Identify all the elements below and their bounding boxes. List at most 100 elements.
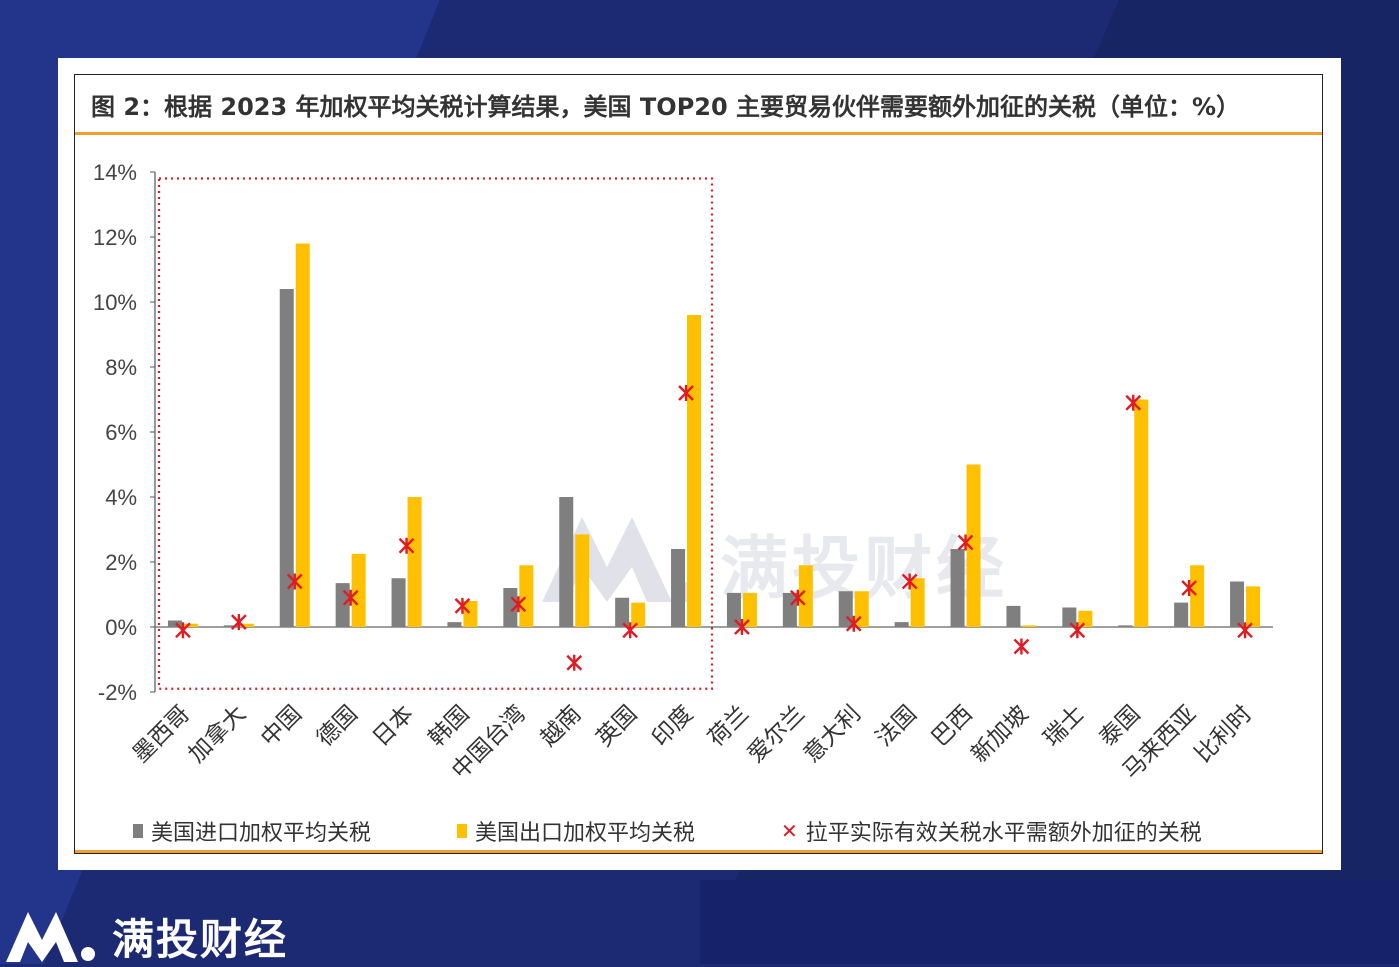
bar-export (742, 592, 757, 627)
x-tick-label: 英国 (591, 701, 642, 752)
y-tick-label: 10% (93, 290, 137, 315)
y-tick-label: 12% (93, 225, 137, 250)
bar-export (910, 578, 925, 627)
x-tick-label: 泰国 (1095, 701, 1146, 752)
bar-export (239, 623, 254, 627)
bar-export (463, 601, 478, 627)
x-tick-label: 比利时 (1190, 701, 1257, 768)
x-tick-label: 越南 (536, 701, 587, 752)
bar-import (1174, 602, 1189, 627)
figure-title: 图 2：根据 2023 年加权平均关税计算结果，美国 TOP20 主要贸易伙伴需… (91, 93, 1241, 121)
marker-extra-tariff (454, 597, 471, 614)
x-tick-label: 爱尔兰 (743, 701, 810, 768)
x-tick-label: 瑞士 (1039, 701, 1090, 752)
y-tick-label: 8% (105, 355, 137, 380)
bar-export (407, 497, 422, 627)
y-tick-label: 6% (105, 420, 137, 445)
marker-extra-tariff (734, 619, 750, 635)
bar-export (966, 464, 981, 627)
marker-extra-tariff (1125, 394, 1142, 411)
marker-extra-tariff (1069, 622, 1086, 639)
bar-export (575, 534, 590, 627)
x-tick-label: 德国 (312, 701, 363, 752)
bar-import (1230, 581, 1245, 627)
y-tick-label: 0% (105, 615, 137, 640)
bottom-divider (75, 850, 1322, 853)
bar-export (183, 623, 198, 627)
y-tick-label: 14% (93, 160, 137, 185)
marker-extra-tariff (1237, 622, 1253, 639)
highlight-box (157, 177, 714, 690)
marker-extra-tariff (790, 589, 806, 606)
x-tick-label: 荷兰 (703, 701, 754, 752)
marker-extra-tariff (286, 573, 303, 590)
bar-export (351, 553, 366, 627)
x-tick-label: 巴西 (927, 701, 978, 752)
bar-import (391, 578, 406, 627)
y-tick-label: 2% (105, 550, 137, 575)
bar-export (1134, 399, 1149, 627)
x-tick-label: 印度 (647, 701, 698, 752)
marker-extra-tariff (1181, 580, 1197, 596)
bar-export (687, 315, 702, 627)
bar-import (279, 289, 294, 627)
legend-swatch-import (133, 824, 143, 838)
bar-import (726, 592, 741, 627)
bar-export (1022, 625, 1037, 627)
bar-import (167, 620, 182, 627)
marker-extra-tariff (566, 654, 583, 671)
brand-name: 满投财经 (112, 915, 289, 964)
bar-import (1118, 625, 1133, 627)
bar-export (1246, 586, 1261, 627)
figure-card: 图 2：根据 2023 年加权平均关税计算结果，美国 TOP20 主要贸易伙伴需… (58, 58, 1341, 870)
y-tick-label: -2% (98, 680, 137, 705)
bar-export (519, 565, 534, 627)
legend-label-extra: 拉平实际有效关税水平需额外加征的关税 (805, 821, 1202, 846)
bar-import (671, 549, 686, 627)
title-divider (75, 132, 1322, 135)
x-tick-label: 日本 (368, 701, 419, 752)
marker-extra-tariff (175, 622, 191, 639)
marker-extra-tariff (901, 573, 918, 590)
marker-extra-tariff (398, 537, 415, 554)
marker-extra-tariff (342, 589, 359, 606)
bar-import (447, 622, 462, 627)
marker-extra-tariff (510, 596, 527, 613)
legend-label-import: 美国进口加权平均关税 (151, 821, 372, 846)
bar-export (631, 602, 646, 627)
bar-import (950, 549, 965, 627)
x-tick-label: 加拿大 (183, 700, 251, 768)
x-tick-label: 意大利 (799, 701, 866, 768)
brand-logo-icon (6, 912, 95, 962)
bar-export (295, 243, 310, 627)
x-tick-label: 新加坡 (967, 701, 1034, 768)
legend-marker-x-icon: ✕ (781, 819, 798, 843)
legend-item-export: 美国出口加权平均关税 (457, 815, 695, 847)
marker-extra-tariff (678, 385, 694, 401)
background-stripe-bottom (700, 880, 1399, 964)
legend-item-extra: ✕ 拉平实际有效关税水平需额外加征的关税 (781, 815, 1202, 847)
bar-import (335, 583, 350, 627)
bar-import (1006, 605, 1021, 627)
marker-extra-tariff (957, 534, 974, 551)
legend-swatch-export (457, 824, 467, 838)
marker-extra-tariff (1013, 638, 1030, 655)
bar-export (1190, 565, 1205, 627)
bar-import (615, 597, 630, 627)
figure-frame: 图 2：根据 2023 年加权平均关税计算结果，美国 TOP20 主要贸易伙伴需… (74, 74, 1323, 854)
bar-import (894, 622, 909, 627)
bar-export (798, 565, 813, 627)
bar-import (503, 588, 518, 627)
marker-extra-tariff (231, 614, 247, 631)
bar-import (1062, 607, 1077, 627)
x-tick-label: 韩国 (424, 701, 475, 752)
marker-extra-tariff (622, 622, 638, 639)
bar-import (559, 497, 574, 627)
bar-import (223, 625, 238, 627)
x-tick-label: 墨西哥 (128, 701, 195, 768)
legend-label-export: 美国出口加权平均关税 (475, 821, 696, 846)
bar-export (1078, 610, 1093, 627)
x-tick-label: 法国 (871, 701, 922, 752)
marker-extra-tariff (845, 615, 862, 632)
